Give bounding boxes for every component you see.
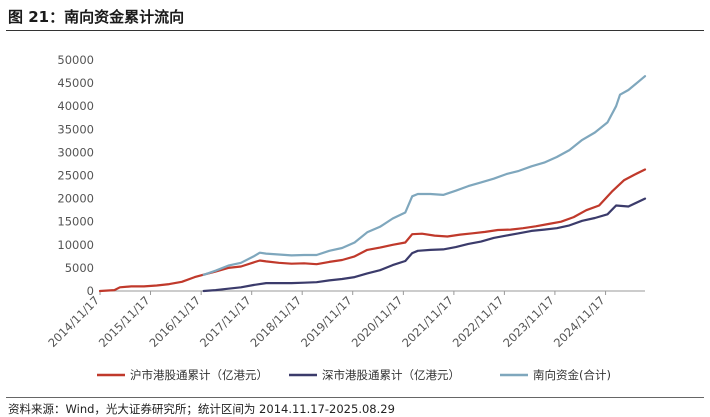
legend-label: 南向资金(合计) xyxy=(533,368,611,382)
legend: 沪市港股通累计（亿港元） 深市港股通累计（亿港元） 南向资金(合计) xyxy=(97,368,611,382)
y-tick-label: 25000 xyxy=(57,169,94,183)
series-layer xyxy=(98,75,647,293)
y-tick-label: 30000 xyxy=(57,145,94,159)
y-tick-label: 45000 xyxy=(57,76,94,90)
y-tick-label: 35000 xyxy=(57,122,94,136)
y-tick-label: 20000 xyxy=(57,192,94,206)
y-tick-label: 0 xyxy=(87,284,94,298)
x-tick-label: 2021/11/17 xyxy=(399,293,456,350)
x-tick-label: 2023/11/17 xyxy=(500,293,557,350)
x-tick-label: 2014/11/17 xyxy=(45,293,102,350)
title-divider xyxy=(6,30,704,31)
x-tick-label: 2015/11/17 xyxy=(96,293,153,350)
y-tick-label: 40000 xyxy=(57,99,94,113)
x-tick-label: 2018/11/17 xyxy=(248,293,305,350)
x-axis: 2014/11/172015/11/172016/11/172017/11/17… xyxy=(45,290,645,350)
figure-title: 图 21：南向资金累计流向 xyxy=(8,8,185,26)
x-tick-label: 2017/11/17 xyxy=(197,293,254,350)
southbound-flow-chart: 0 5000 10000 15000 20000 25000 30000 35000 40000… xyxy=(45,53,647,382)
series-line-2 xyxy=(202,197,647,293)
x-tick-label: 2020/11/17 xyxy=(349,293,406,350)
legend-label: 沪市港股通累计（亿港元） xyxy=(130,368,268,382)
y-tick-label: 15000 xyxy=(57,215,94,229)
x-tick-label: 2019/11/17 xyxy=(298,293,355,350)
source-note: 资料来源：Wind，光大证券研究所；统计区间为 2014.11.17-2025.… xyxy=(8,402,395,416)
y-axis: 0 5000 10000 15000 20000 25000 30000 35000 40000… xyxy=(57,53,94,298)
series-line-3 xyxy=(202,75,647,276)
y-tick-label: 10000 xyxy=(57,238,94,252)
y-tick-label: 5000 xyxy=(65,261,94,275)
x-tick-label: 2016/11/17 xyxy=(147,293,204,350)
legend-label: 深市港股通累计（亿港元） xyxy=(322,368,460,382)
x-tick-label: 2022/11/17 xyxy=(450,293,507,350)
series-line-1 xyxy=(98,168,647,293)
footer-divider xyxy=(6,397,704,398)
y-tick-label: 50000 xyxy=(57,53,94,67)
x-tick-label: 2024/11/17 xyxy=(551,293,608,350)
